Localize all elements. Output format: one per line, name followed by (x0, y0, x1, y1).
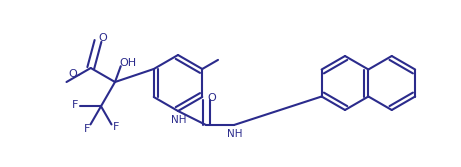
Text: O: O (207, 93, 216, 103)
Text: F: F (84, 124, 91, 134)
Text: F: F (113, 122, 120, 132)
Text: NH: NH (171, 115, 187, 125)
Text: O: O (68, 69, 77, 79)
Text: OH: OH (119, 58, 136, 68)
Text: O: O (99, 33, 107, 43)
Text: F: F (72, 100, 78, 110)
Text: NH: NH (227, 129, 243, 139)
